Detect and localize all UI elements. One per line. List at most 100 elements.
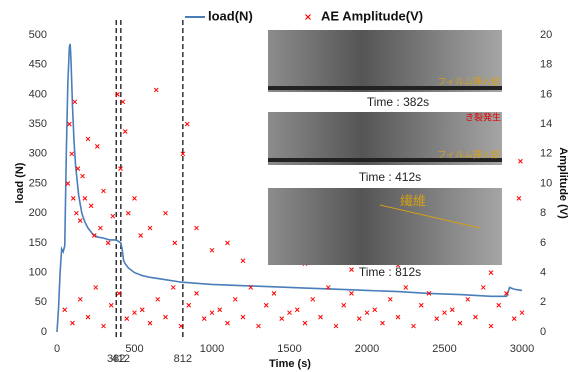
y-tick-label: 150 xyxy=(29,237,47,249)
ae-point xyxy=(387,296,393,302)
ae-point xyxy=(380,320,385,326)
ae-point xyxy=(147,320,153,326)
ae-point xyxy=(372,307,378,313)
y2-tick-label: 18 xyxy=(540,59,552,71)
ae-point xyxy=(364,310,370,316)
y-tick-label: 50 xyxy=(35,296,47,308)
y2-tick-label: 6 xyxy=(540,237,546,249)
ae-point xyxy=(116,291,122,296)
ae-point xyxy=(318,314,323,320)
y-tick-label: 100 xyxy=(29,267,47,279)
inset-label: フィルム挿入部 xyxy=(437,75,500,86)
ae-point xyxy=(184,121,190,127)
ae-point xyxy=(356,316,362,321)
ae-point xyxy=(147,225,153,231)
y-tick-label: 200 xyxy=(29,207,47,219)
ae-point xyxy=(473,314,478,320)
ae-point xyxy=(426,291,432,296)
inset-caption: Time : 412s xyxy=(359,170,421,184)
ae-point xyxy=(411,323,416,329)
x-tick-label: 0 xyxy=(54,343,60,355)
ae-point xyxy=(80,173,85,179)
y2-tick-label: 8 xyxy=(540,207,546,219)
legend-label: load(N) xyxy=(208,8,253,23)
ae-point xyxy=(125,210,131,216)
ae-point xyxy=(77,218,83,223)
ae-point xyxy=(118,166,123,172)
ae-point xyxy=(94,144,100,149)
ae-point xyxy=(349,291,354,296)
ae-point xyxy=(516,195,522,201)
y-tick-label: 0 xyxy=(41,326,47,338)
ae-point xyxy=(122,129,128,134)
ae-point xyxy=(271,291,277,296)
ae-point xyxy=(85,314,91,320)
ae-point xyxy=(62,307,68,313)
ae-point xyxy=(504,291,509,296)
ae-point xyxy=(70,320,75,326)
ae-point xyxy=(194,291,199,296)
ae-point xyxy=(225,240,230,246)
ae-point xyxy=(496,302,502,308)
y2-tick-label: 16 xyxy=(540,88,552,100)
ae-point xyxy=(91,233,97,238)
ae-point xyxy=(98,225,103,231)
ae-point xyxy=(88,203,94,209)
ae-point xyxy=(209,247,215,253)
ae-point xyxy=(93,285,99,290)
legend-swatch xyxy=(305,14,311,20)
y2-tick-label: 10 xyxy=(540,177,552,189)
ae-point xyxy=(194,225,199,231)
ae-point xyxy=(240,258,246,264)
ae-point xyxy=(248,285,254,290)
x-tick-label: 1000 xyxy=(200,343,224,355)
ae-point xyxy=(256,323,261,329)
y-tick-label: 350 xyxy=(29,118,47,130)
y2-tick-label: 4 xyxy=(540,267,546,279)
x-axis-title: Time (s) xyxy=(269,358,311,370)
ae-point xyxy=(418,302,424,308)
ae-point xyxy=(480,285,486,290)
ae-point xyxy=(101,323,106,329)
y-tick-label: 250 xyxy=(29,177,47,189)
ae-point xyxy=(395,314,401,320)
ae-point xyxy=(519,310,525,316)
ae-point xyxy=(488,323,494,329)
ae-point xyxy=(77,296,83,302)
pointer xyxy=(379,204,481,229)
ae-point xyxy=(201,316,207,321)
ae-point xyxy=(172,240,178,246)
marker-label: 812 xyxy=(174,353,192,365)
y-tick-label: 400 xyxy=(29,88,47,100)
inset-photo xyxy=(268,112,502,165)
ae-point xyxy=(232,296,238,302)
ae-point xyxy=(263,302,269,308)
y2-tick-label: 12 xyxy=(540,148,552,160)
ae-point xyxy=(72,99,78,105)
ae-point xyxy=(302,320,308,326)
marker-label: 412 xyxy=(112,353,130,365)
ae-point xyxy=(186,302,192,308)
ae-point xyxy=(310,296,316,302)
ae-point xyxy=(124,316,130,321)
inset-label: 繊維 xyxy=(400,193,426,208)
ae-point xyxy=(449,307,455,313)
inset-photo xyxy=(268,30,502,92)
ae-point xyxy=(82,195,88,201)
inset-label: き裂発生 xyxy=(465,111,501,122)
ae-point xyxy=(170,285,176,290)
ae-point xyxy=(163,314,168,320)
inset-label: フィルム挿入部 xyxy=(437,148,500,159)
x-tick-label: 2500 xyxy=(432,343,456,355)
ae-point xyxy=(465,296,471,302)
inset-caption: Time : 382s xyxy=(367,95,429,109)
ae-point xyxy=(333,323,339,329)
y-axis-title: load (N) xyxy=(14,162,26,203)
ae-point xyxy=(225,320,230,326)
ae-point xyxy=(217,307,223,313)
ae-point xyxy=(349,267,354,272)
ae-point xyxy=(178,323,184,329)
y-tick-label: 450 xyxy=(29,59,47,71)
ae-point xyxy=(139,307,145,313)
